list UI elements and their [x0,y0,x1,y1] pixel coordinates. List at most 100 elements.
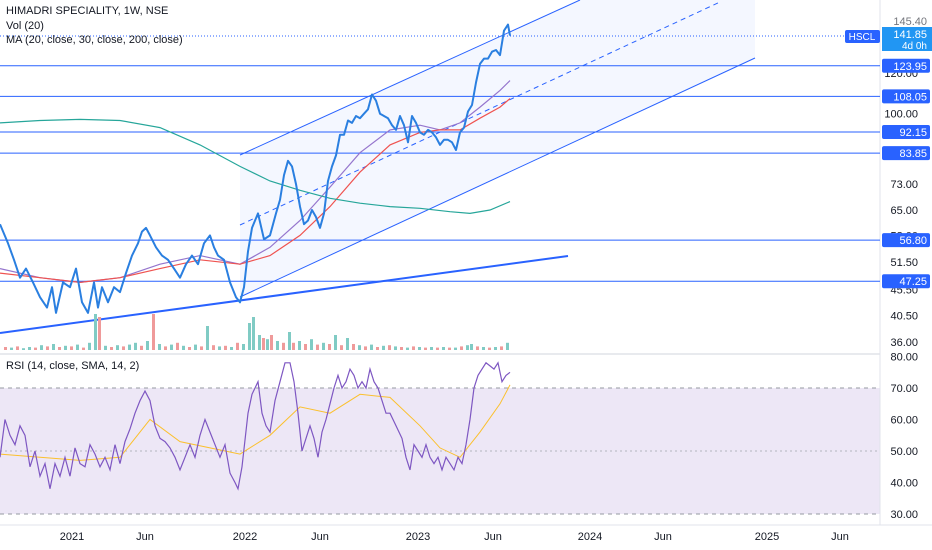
volume-bar [194,344,197,350]
level-badge [882,58,930,73]
volume-bar [418,347,421,350]
volume-bar [88,342,91,350]
volume-bar [454,347,457,350]
volume-bar [212,345,215,350]
level-badge [882,89,930,104]
channel-lower-line[interactable] [239,57,756,298]
channel-fill [240,0,755,297]
volume-bar [200,346,203,350]
volume-bar [58,347,61,350]
volume-bar [382,345,385,350]
volume-bar [224,345,227,350]
level-label: 56.80 [899,235,927,247]
volume-bar [488,347,491,350]
time-tick-label: Jun [484,531,502,543]
volume-bar [460,346,463,350]
volume-bar [104,345,107,350]
volume-bar [270,335,273,350]
rsi-tick-label: 60.00 [890,415,918,427]
volume-bar [122,346,125,350]
volume-bar [248,323,251,350]
volume-bar [430,347,433,350]
time-tick-label: 2021 [60,531,84,543]
current-price-value: 141.85 [893,29,927,41]
volume-bar [70,346,73,350]
volume-bar [140,345,143,350]
current-price-badge: HSCL 141.85 4d 0h [845,27,932,52]
level-label: 108.05 [893,91,927,103]
volume-bar [370,344,373,350]
price-tick-label: 36.00 [890,337,918,349]
volume-bar [328,344,331,350]
volume-bar [276,341,279,350]
volume-bar [334,335,337,350]
level-badge [882,125,930,140]
volume-bar [364,346,367,350]
volume-bar [28,347,31,350]
volume-bar [424,347,427,350]
volume-bar [40,345,43,350]
volume-bar [236,342,239,350]
level-badge [882,146,930,161]
price-tick-label: 65.00 [890,205,918,217]
bar-countdown: 4d 0h [902,41,927,52]
volume-bar [34,347,37,350]
volume-bar [76,344,79,350]
volume-bar [470,344,473,350]
level-badge [882,233,930,248]
volume-bar [292,342,295,350]
volume-bar [258,335,261,350]
time-tick-label: Jun [654,531,672,543]
volume-bar [466,345,469,350]
time-tick-label: 2025 [755,531,779,543]
volume-bar [304,344,307,350]
volume-bar [230,347,233,350]
volume-bar [376,347,379,350]
price-axis-badges: 123.95 108.05 92.15 83.85 56.80 47.25 [882,58,930,289]
time-tick-label: Jun [831,531,849,543]
volume-bar [82,347,85,350]
volume-bar [176,342,179,350]
volume-bar [116,345,119,350]
volume-bar [352,344,355,350]
rsi-axis-ticks: 30.00 40.00 50.00 60.00 70.00 80.00 [890,352,918,522]
volume-bar [506,342,509,350]
volume-bar [46,346,49,350]
channel-mid-line[interactable] [239,1,721,226]
time-axis-ticks: 2021 Jun 2022 Jun 2023 Jun 2024 Jun 2025 Jun [60,531,849,543]
volume-bar [206,326,209,350]
volume-bar [218,346,221,350]
volume-bar [346,338,349,350]
volume-bar [288,332,291,350]
level-label: 47.25 [899,276,927,288]
volume-bar [188,347,191,350]
volume-bar [262,338,265,350]
regression-channel[interactable] [239,0,756,298]
price-tick-label: 51.50 [890,257,918,269]
channel-upper-line[interactable] [239,0,581,156]
symbol-label: HSCL [849,32,876,43]
volume-bar [94,314,97,350]
volume-bar [22,348,25,350]
volume-bar [310,339,313,350]
volume-bar [412,346,415,350]
rsi-series [0,361,511,491]
horizontal-levels[interactable] [0,65,880,282]
time-tick-label: 2022 [233,531,257,543]
main-pane-bg [0,0,880,350]
volume-bar [146,341,149,350]
volume-bar [266,339,269,350]
volume-bar [340,345,343,350]
chart-title: HIMADRI SPECIALITY, 1W, NSE [6,5,169,17]
rsi-legend: RSI (14, close, SMA, 14, 2) [6,360,140,372]
rsi-tick-label: 50.00 [890,446,918,458]
volume-bar [16,346,19,350]
volume-bar [442,347,445,350]
price-axis-ticks: 36.0040.5045.5051.5058.0065.0073.00100.0… [884,68,918,349]
ma-line [0,118,511,215]
time-tick-label: Jun [136,531,154,543]
partial-price-tick: 145.40 [893,16,927,28]
level-label: 123.95 [893,61,927,73]
volume-bar [448,347,451,350]
